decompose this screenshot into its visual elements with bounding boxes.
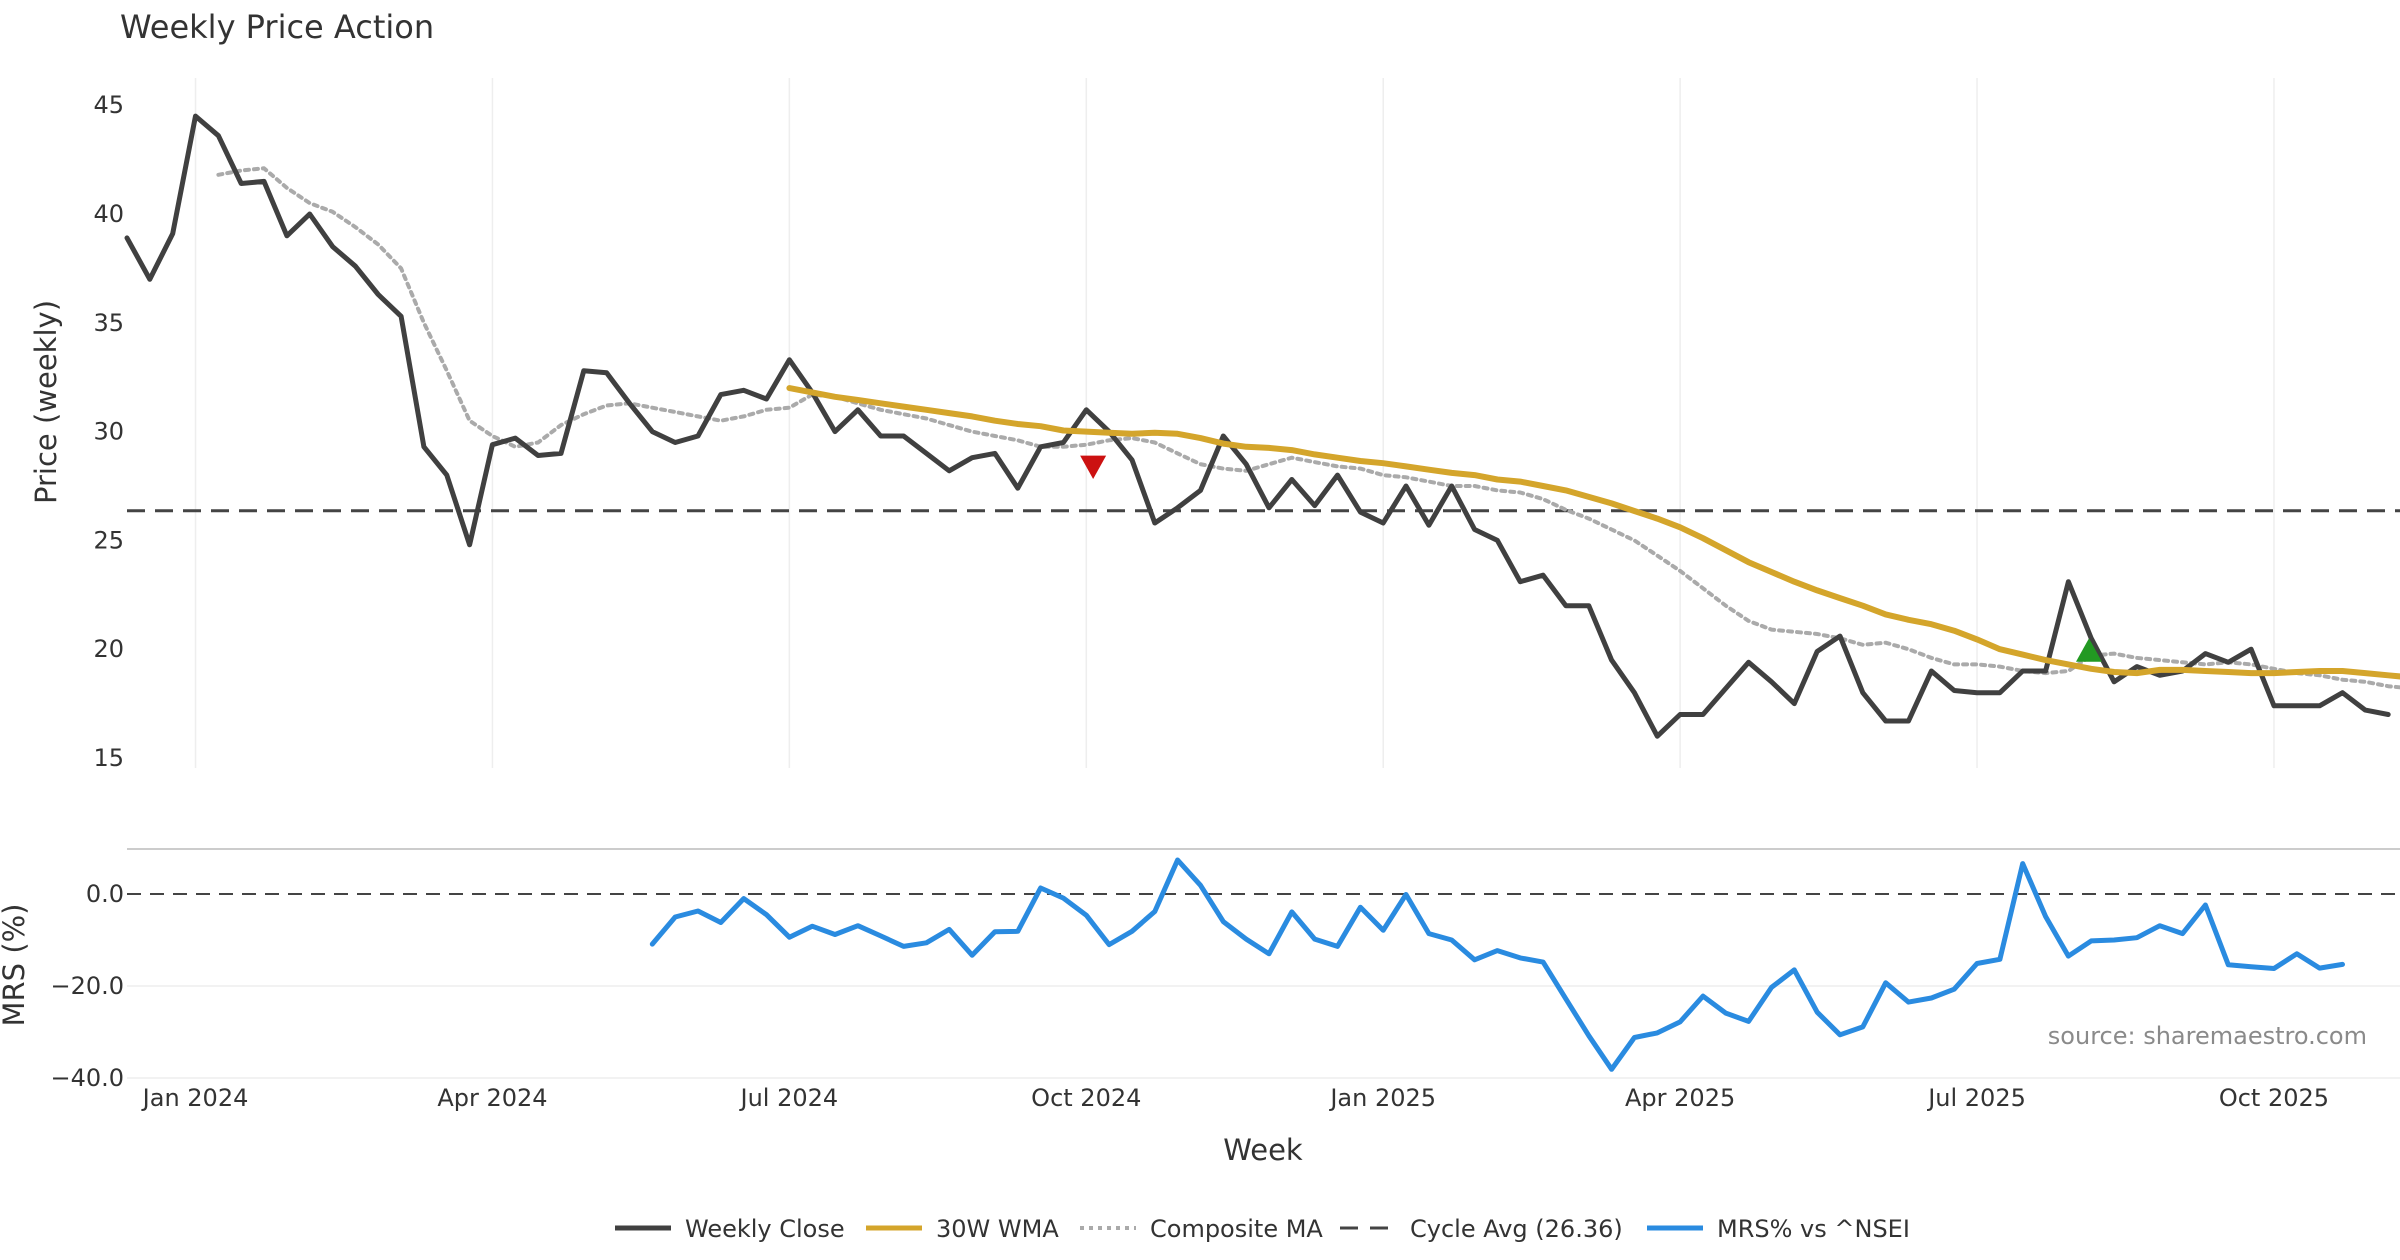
x-tick-label: Apr 2025: [1625, 1084, 1735, 1112]
x-axis-label: Week: [1223, 1133, 1303, 1167]
mrs-y-axis-label: MRS (%): [0, 904, 31, 1027]
x-tick-label: Oct 2024: [1031, 1084, 1141, 1112]
x-tick-label: Jan 2025: [1328, 1084, 1436, 1112]
price-y-axis-label: Price (weekly): [29, 300, 63, 504]
x-tick-label: Oct 2025: [2219, 1084, 2329, 1112]
composite-ma-line: [216, 166, 2400, 690]
mrs-y-tick-label: −20.0: [50, 972, 124, 1000]
mrs-panel: 0.0 −20.0 −40.0 MRS (%) source: sharemaest…: [0, 848, 2400, 1092]
x-tick-label: Jul 2025: [1926, 1084, 2026, 1112]
x-tick-label: Jul 2024: [739, 1084, 839, 1112]
legend-label: Composite MA: [1150, 1215, 1323, 1243]
legend-label: Cycle Avg (26.36): [1410, 1215, 1623, 1243]
mrs-y-tick-label: −40.0: [50, 1064, 124, 1092]
price-gridlines: [194, 78, 2275, 768]
price-panel: 15 20 25 30 35 40 45 Price (weekly): [29, 78, 2400, 772]
sell-signal-marker: [1080, 455, 1107, 479]
price-y-ticks: 15 20 25 30 35 40 45: [93, 91, 124, 772]
mrs-gridlines: [127, 985, 2400, 1079]
signal-markers: [1080, 455, 2102, 662]
source-text: source: sharemaestro.com: [2048, 1022, 2367, 1050]
mrs-line: [649, 857, 2345, 1072]
legend-label: MRS% vs ^NSEI: [1717, 1215, 1910, 1243]
price-series: [124, 113, 2400, 739]
price-y-tick-label: 45: [93, 91, 124, 119]
price-y-tick-label: 20: [93, 635, 124, 663]
mrs-series: [649, 857, 2345, 1072]
mrs-y-ticks: 0.0 −20.0 −40.0: [50, 880, 124, 1092]
mrs-y-tick-label: 0.0: [86, 880, 124, 908]
wma-30w-line: [786, 385, 2400, 680]
weekly-close-line: [124, 113, 2391, 739]
x-tick-label: Jan 2024: [141, 1084, 249, 1112]
price-y-tick-label: 30: [93, 418, 124, 446]
price-y-tick-label: 15: [93, 744, 124, 772]
chart-title: Weekly Price Action: [120, 8, 434, 46]
legend-label: 30W WMA: [936, 1215, 1059, 1243]
x-axis-ticks: Jan 2024 Apr 2024 Jul 2024 Oct 2024 Jan 2025…: [141, 1084, 2329, 1112]
price-y-tick-label: 35: [93, 309, 124, 337]
x-tick-label: Apr 2024: [437, 1084, 547, 1112]
legend: Weekly Close 30W WMA Composite MA Cycle Avg…: [615, 1215, 1910, 1243]
buy-signal-marker: [2075, 638, 2102, 662]
legend-label: Weekly Close: [685, 1215, 845, 1243]
price-y-tick-label: 40: [93, 200, 124, 228]
price-y-tick-label: 25: [93, 526, 124, 554]
